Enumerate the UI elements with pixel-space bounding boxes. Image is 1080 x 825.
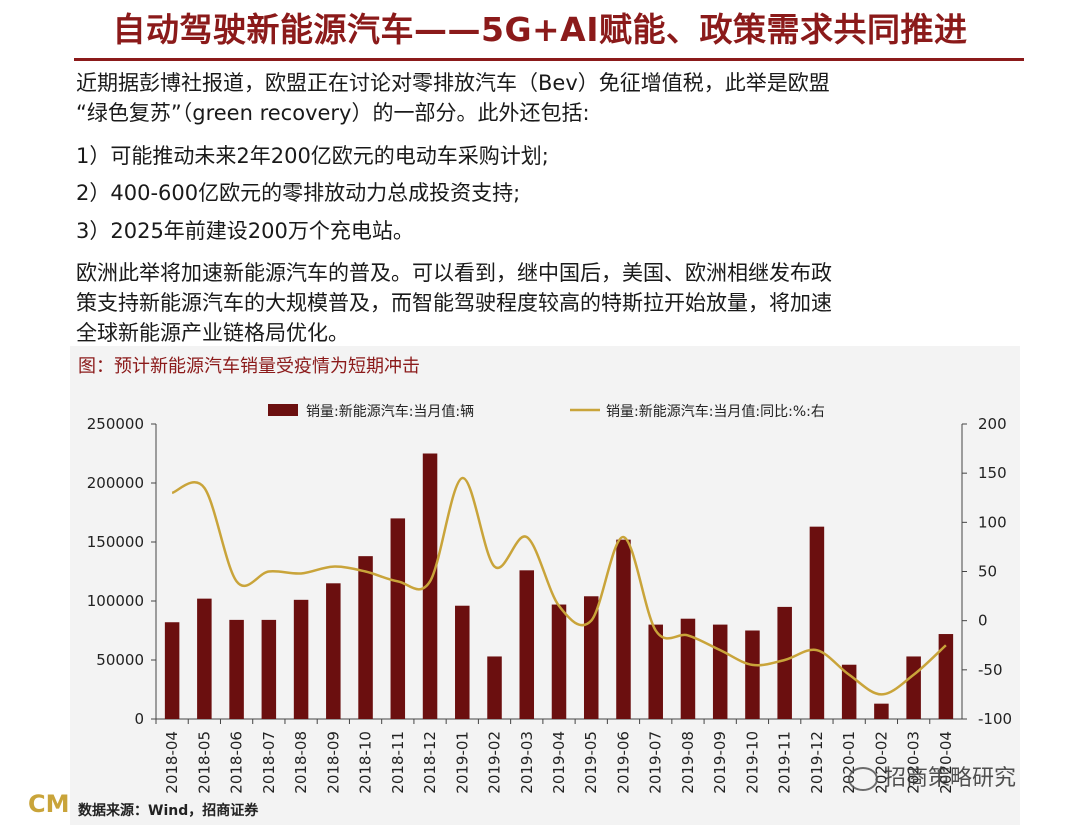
bar-2018-06 — [229, 619, 244, 719]
left-tick-label: 50000 — [96, 651, 144, 669]
x-tick-label: 2019-07 — [647, 731, 665, 794]
x-tick-label: 2019-04 — [550, 731, 568, 794]
bar-2018-05 — [197, 598, 212, 719]
bar-2018-11 — [390, 518, 406, 719]
legend-bar-label: 销量:新能源汽车:当月值:辆 — [306, 403, 474, 420]
x-tick-label: 2018-10 — [357, 731, 375, 794]
bar-2018-09 — [326, 583, 341, 719]
x-tick-label: 2018-05 — [195, 731, 213, 794]
x-tick-label: 2019-08 — [679, 731, 697, 794]
left-tick-label: 0 — [134, 710, 144, 728]
x-tick-label: 2020-03 — [905, 731, 923, 794]
watermark: 招商策略研究 — [848, 760, 1016, 792]
x-tick-label: 2019-10 — [743, 731, 761, 794]
list-item-2: 2）400-600亿欧元的零排放动力总成投资支持; — [76, 181, 521, 205]
list-item-3: 3）2025年前建设200万个充电站。 — [76, 219, 414, 243]
right-tick-label: 150 — [978, 464, 1007, 482]
bar-2019-02 — [487, 656, 502, 719]
right-tick-label: 200 — [978, 415, 1007, 433]
right-tick-label: 100 — [978, 513, 1007, 531]
bar-2020-04 — [938, 634, 954, 719]
bar-2018-04 — [164, 622, 180, 719]
brand-logo: CM — [28, 790, 70, 818]
legend-line-label: 销量:新能源汽车:当月值:同比:%:右 — [606, 403, 825, 420]
paragraph1-line1: 近期据彭博社报道，欧盟正在讨论对零排放汽车（Bev）免征增值税，此举是欧盟 — [76, 71, 830, 95]
chart-title: 图：预计新能源汽车销量受疫情为短期冲击 — [78, 356, 420, 377]
x-tick-label: 2018-09 — [324, 731, 342, 794]
watermark-text: 招商策略研究 — [884, 766, 1017, 791]
legend-bar-swatch — [268, 404, 298, 416]
bar-2019-12 — [809, 526, 825, 719]
right-tick-label: 50 — [978, 563, 997, 581]
title-divider — [74, 58, 1024, 61]
bar-2019-07 — [648, 624, 663, 719]
bar-2018-12 — [422, 453, 438, 719]
bar-2020-03 — [906, 656, 921, 719]
bar-2020-01 — [841, 664, 857, 719]
list-item-1: 1）可能推动未来2年200亿欧元的电动车采购计划; — [76, 144, 549, 168]
wechat-icon — [848, 767, 878, 791]
bar-2019-10 — [745, 630, 760, 719]
left-tick-label: 250000 — [87, 415, 144, 433]
x-tick-label: 2019-12 — [808, 731, 826, 794]
paragraph2-line3: 全球新能源产业链格局优化。 — [76, 321, 349, 345]
x-tick-label: 2019-02 — [486, 731, 504, 794]
paragraph2-line2: 策支持新能源汽车的大规模普及，而智能驾驶程度较高的特斯拉开始放量，将加速 — [76, 291, 832, 315]
bar-2019-06 — [616, 539, 631, 719]
paragraph2-line1: 欧洲此举将加速新能源汽车的普及。可以看到，继中国后，美国、欧洲相继发布政 — [76, 261, 832, 285]
right-tick-label: 0 — [978, 612, 988, 630]
x-tick-label: 2018-07 — [260, 731, 278, 794]
bar-2019-01 — [455, 605, 470, 719]
chart-panel — [70, 346, 1020, 825]
x-tick-label: 2018-06 — [228, 731, 246, 794]
x-tick-label: 2018-08 — [292, 731, 310, 794]
x-tick-label: 2018-04 — [163, 731, 181, 794]
bar-2019-03 — [519, 570, 535, 719]
left-tick-label: 150000 — [87, 533, 144, 551]
x-tick-label: 2019-09 — [711, 731, 729, 794]
bar-2018-08 — [293, 599, 309, 719]
bar-2019-08 — [680, 618, 696, 719]
left-tick-label: 100000 — [87, 592, 144, 610]
bar-2019-09 — [712, 624, 728, 719]
source-note: 数据来源：Wind，招商证券 — [78, 803, 259, 819]
x-tick-label: 2019-03 — [518, 731, 536, 794]
right-tick-label: -50 — [978, 661, 1003, 679]
bar-2019-11 — [777, 606, 792, 719]
bar-2020-02 — [874, 703, 889, 719]
bar-2018-07 — [261, 619, 277, 719]
bar-2019-05 — [583, 596, 599, 719]
right-tick-label: -100 — [978, 710, 1012, 728]
x-tick-label: 2019-11 — [776, 731, 794, 794]
paragraph1-line2: “绿色复苏”（green recovery）的一部分。此外还包括: — [76, 101, 590, 125]
x-tick-label: 2019-05 — [582, 731, 600, 794]
page-title: 自动驾驶新能源汽车——5G+AI赋能、政策需求共同推进 — [112, 10, 968, 49]
x-tick-label: 2018-12 — [421, 731, 439, 794]
left-tick-label: 200000 — [87, 474, 144, 492]
bar-2018-10 — [358, 556, 373, 719]
x-tick-label: 2019-06 — [614, 731, 632, 794]
x-tick-label: 2019-01 — [453, 731, 471, 794]
x-tick-label: 2018-11 — [389, 731, 407, 794]
bar-2019-04 — [551, 604, 567, 719]
x-tick-label: 2020-04 — [937, 731, 955, 794]
